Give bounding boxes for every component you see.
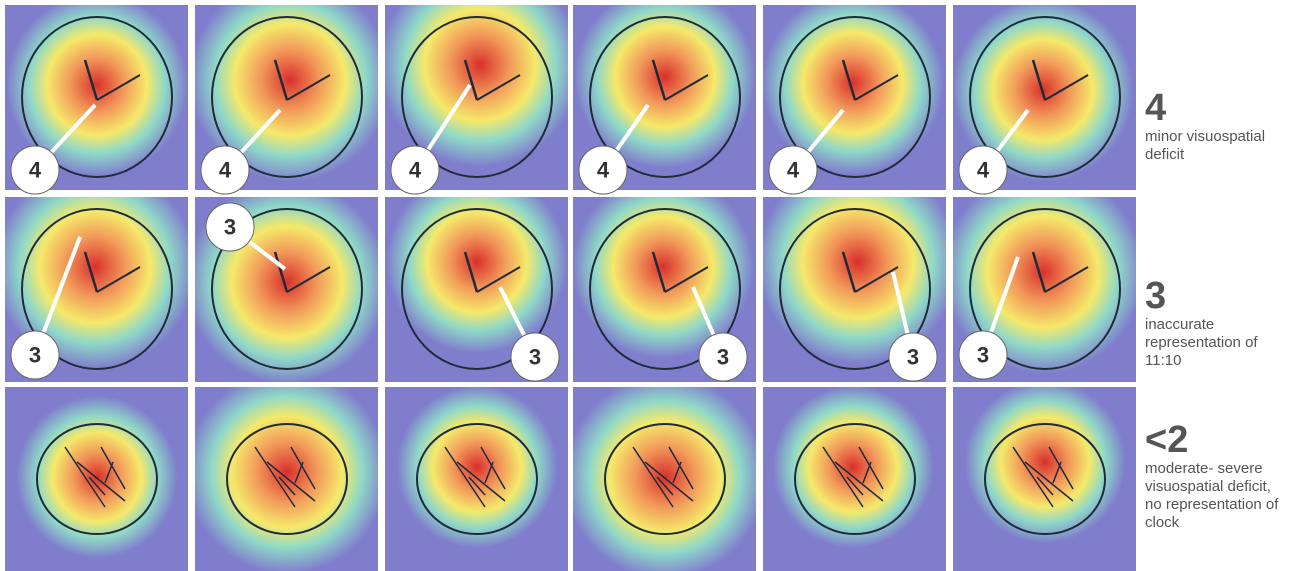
panel: 3	[953, 197, 1136, 382]
badge-label: 4	[787, 158, 800, 183]
panel: 3	[573, 197, 756, 382]
panel: 3	[385, 197, 568, 382]
panel: 4	[5, 5, 188, 194]
row-label: 4 minor visuospatial deficit	[1145, 88, 1290, 164]
heatmap	[5, 387, 188, 571]
panel: 3	[763, 197, 946, 382]
panel	[5, 387, 188, 571]
panel: 3	[5, 197, 188, 382]
heatmap	[953, 387, 1136, 571]
description: moderate- severe visuospatial deficit, n…	[1145, 460, 1280, 532]
badge-label: 3	[907, 345, 919, 370]
score: 3	[1145, 276, 1290, 316]
heatmap	[573, 387, 756, 571]
panel: 4	[195, 5, 378, 194]
row-label: 3 inaccurate representation of 11:10	[1145, 276, 1290, 370]
badge-label: 4	[219, 158, 232, 183]
score: 4	[1145, 88, 1290, 128]
panel: 4	[953, 5, 1136, 194]
badge-label: 3	[224, 215, 236, 240]
figure: 4 4 4 4 4 4 3 3 3 3 3 3 4 minor visuospatial defici…	[0, 0, 1295, 571]
heatmap	[385, 387, 568, 571]
panel	[953, 387, 1136, 571]
panel	[385, 387, 568, 571]
badge-label: 3	[977, 343, 989, 368]
panel: 4	[385, 5, 568, 194]
description: inaccurate representation of 11:10	[1145, 316, 1280, 370]
panel	[763, 387, 946, 571]
heatmap	[195, 387, 378, 571]
heatmap-grid: 4 4 4 4 4 4 3 3 3 3 3 3	[0, 0, 1140, 571]
row-label: <2 moderate- severe visuospatial deficit…	[1145, 420, 1290, 532]
badge-label: 3	[29, 343, 41, 368]
badge-label: 3	[529, 345, 541, 370]
badge-label: 4	[29, 158, 42, 183]
score: <2	[1145, 420, 1290, 460]
panel	[195, 387, 378, 571]
badge-label: 4	[597, 158, 610, 183]
panel: 4	[573, 5, 756, 194]
panel: 3	[195, 197, 378, 382]
badge-label: 3	[717, 345, 729, 370]
description: minor visuospatial deficit	[1145, 128, 1280, 164]
panel: 4	[763, 5, 946, 194]
heatmap	[763, 387, 946, 571]
badge-label: 4	[409, 158, 422, 183]
panel	[573, 387, 756, 571]
badge-label: 4	[977, 158, 990, 183]
